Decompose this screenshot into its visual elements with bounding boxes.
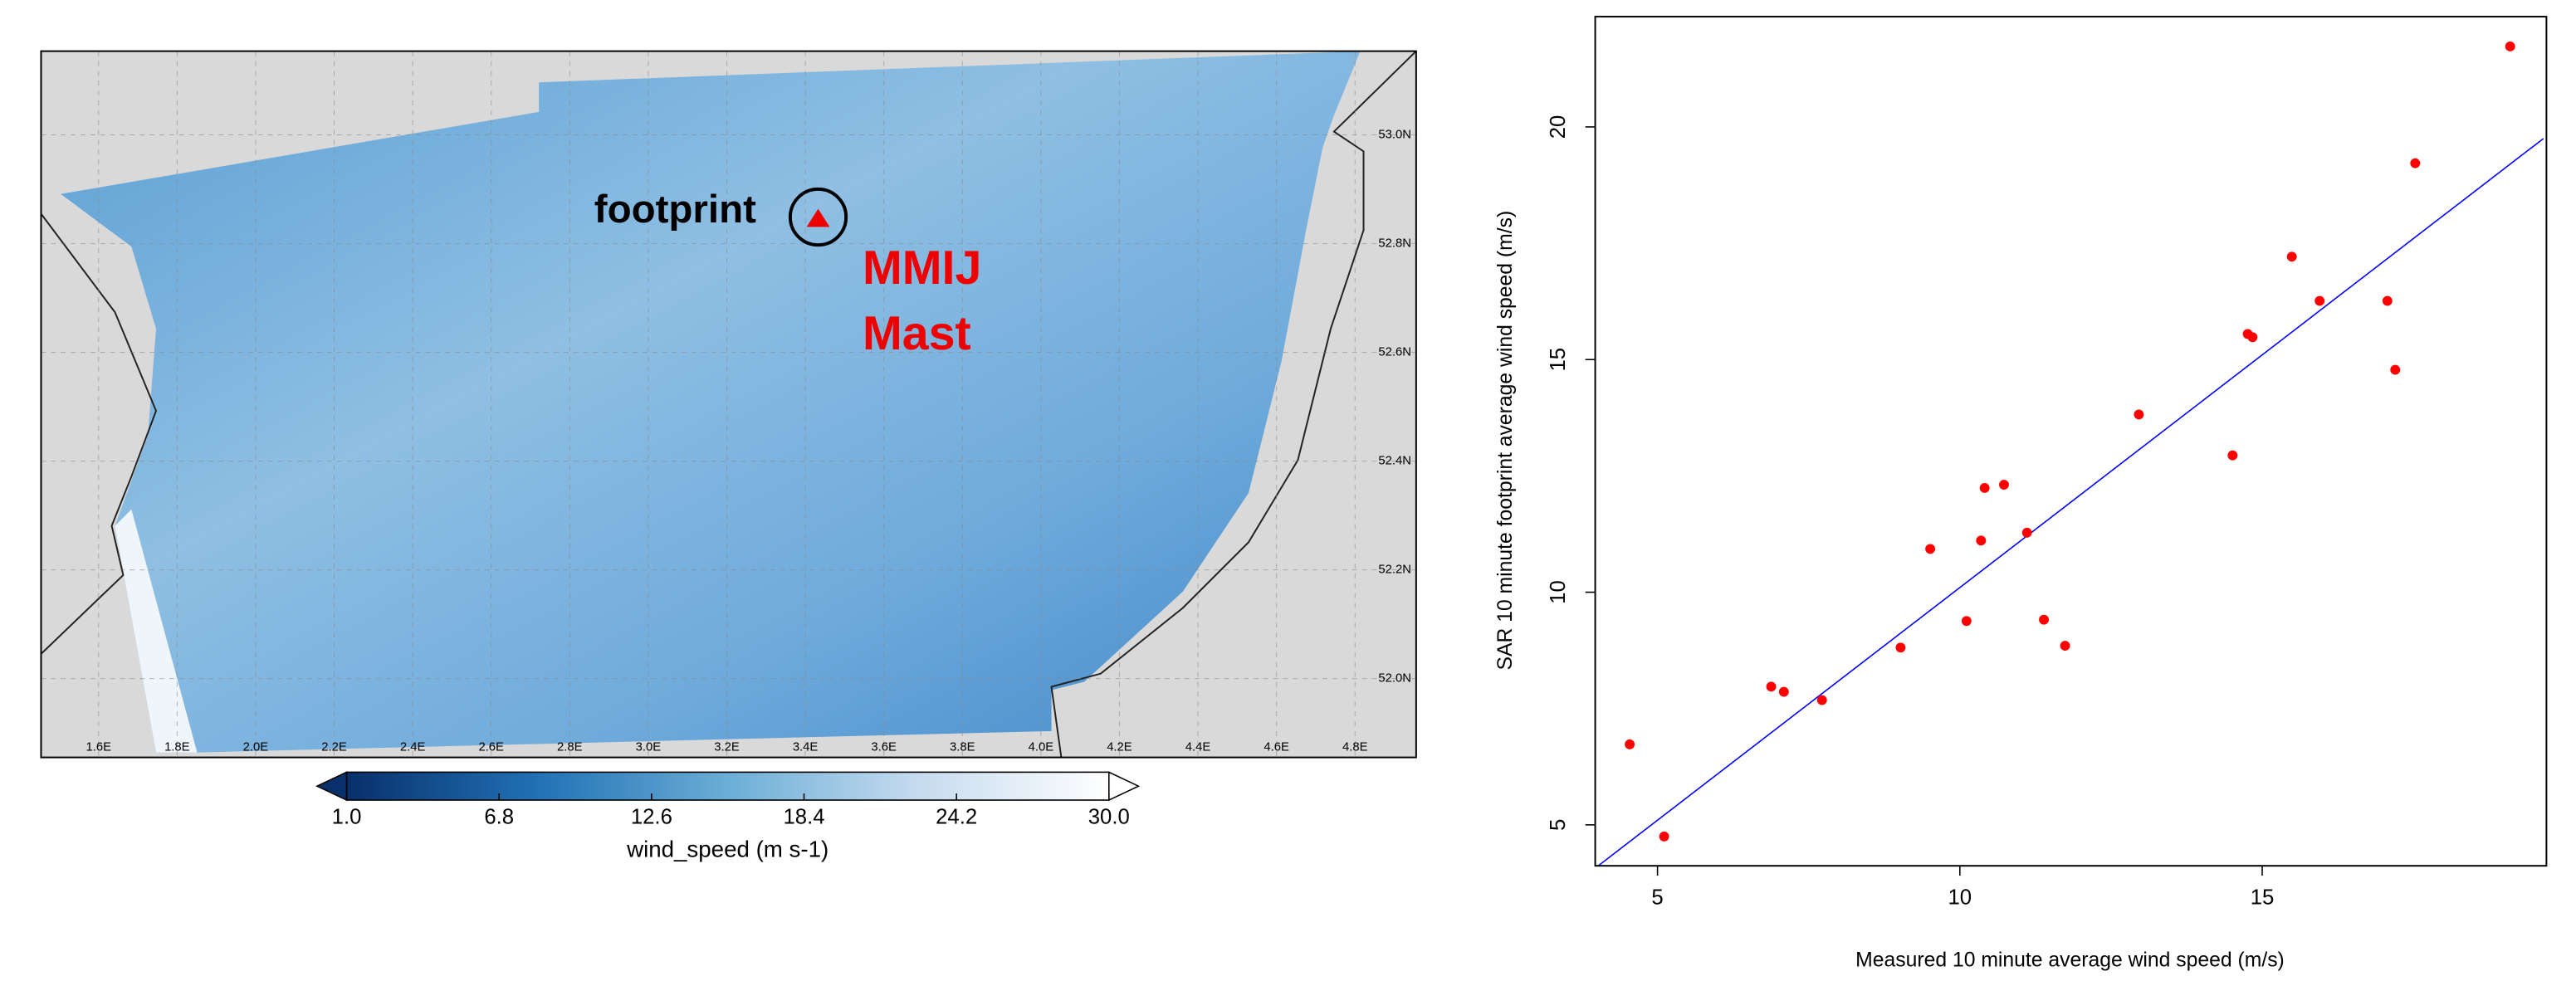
colorbar-tick-label: 30.0 [1088,806,1130,829]
data-point [2227,451,2237,461]
y-tick-label: 5 [1547,819,1570,831]
lat-label: 52.6N [1378,345,1411,359]
x-tick-label: 10 [1948,886,1972,910]
data-point [2505,41,2515,51]
lon-label: 4.6E [1264,741,1289,754]
colorbar-tick-label: 1.0 [332,806,362,829]
data-point [1962,616,1972,626]
y-tick-label: 20 [1547,115,1570,139]
lon-label: 3.4E [793,741,819,754]
lon-label: 2.0E [243,741,269,754]
data-point [1767,681,1777,691]
lat-label: 52.8N [1378,237,1411,250]
lon-label: 2.4E [400,741,426,754]
data-point [1625,739,1635,749]
x-tick-label: 5 [1651,886,1663,910]
lon-label: 4.8E [1342,741,1368,754]
data-point [2134,409,2143,419]
data-point [1659,832,1669,842]
lon-label: 2.6E [478,741,504,754]
lon-label: 2.2E [321,741,347,754]
lon-label: 3.0E [636,741,662,754]
lon-label: 3.2E [714,741,740,754]
data-point [2314,296,2324,306]
lon-label: 2.8E [557,741,583,754]
y-tick-label: 15 [1547,348,1570,372]
colorbar-tick-label: 24.2 [936,806,977,829]
mast-label: MMIJ [863,242,981,295]
data-point [2039,615,2049,625]
y-tick-label: 10 [1547,580,1570,604]
colorbar [347,772,1109,800]
data-point [2060,641,2070,651]
plot-frame [1596,17,2547,866]
lon-label: 3.6E [871,741,897,754]
data-point [1925,544,1935,554]
data-point [1980,483,1990,493]
data-point [1999,480,2009,490]
colorbar-extend [317,772,347,800]
lat-label: 52.2N [1378,564,1411,577]
colorbar-extend [1109,772,1139,800]
lat-label: 52.4N [1378,454,1411,467]
y-axis-label: SAR 10 minute footprint average wind spe… [1494,211,1517,671]
data-point [1817,695,1827,705]
mast-label: Mast [863,307,971,360]
data-point [2247,332,2257,342]
figure: 1.6E 1.8E 2.0E 2.2E 2.4E 2.6E 2.8E 3.0E 3.2E 3.4E… [0,0,2576,981]
fit-line [1598,139,2544,866]
data-point [2287,251,2297,261]
data-point [1895,642,1905,652]
lon-label: 3.8E [950,741,975,754]
lon-label: 1.8E [164,741,190,754]
data-point [1976,535,1986,545]
x-tick-label: 15 [2251,886,2275,910]
footprint-label: footprint [594,188,756,232]
data-point [2022,528,2032,538]
lon-label: 4.0E [1029,741,1054,754]
colorbar-tick-label: 18.4 [783,806,824,829]
colorbar-tick-label: 6.8 [484,806,514,829]
lon-label: 4.2E [1107,741,1132,754]
lon-label: 1.6E [86,741,111,754]
colorbar-tick-label: 12.6 [631,806,672,829]
data-point [1779,687,1789,697]
data-point [2390,365,2400,375]
data-point [2410,159,2420,168]
lat-label: 53.0N [1378,128,1411,141]
lon-label: 4.4E [1185,741,1211,754]
lat-label: 52.0N [1378,672,1411,686]
x-axis-label: Measured 10 minute average wind speed (m… [1855,949,2285,972]
data-point [2383,296,2393,306]
colorbar-label: wind_speed (m s-1) [626,837,829,862]
